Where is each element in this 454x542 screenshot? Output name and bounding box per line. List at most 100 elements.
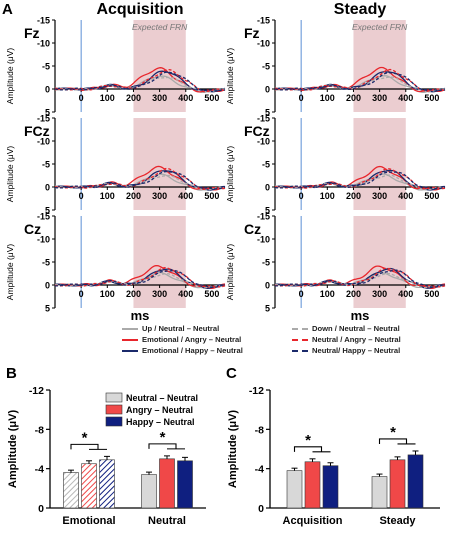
x-tick-label: 100: [100, 191, 115, 201]
erp-waveform: [274, 171, 446, 190]
frn-window: [133, 216, 186, 308]
panel-letter-a: A: [2, 1, 13, 18]
category-label: Neutral: [148, 515, 186, 527]
significance-bracket: [293, 446, 323, 452]
x-tick-label: 0: [79, 191, 84, 201]
legend-item: Neutral/ Happy – Neutral: [292, 345, 400, 356]
x-tick-label: 100: [100, 93, 115, 103]
y-tick-label: -12: [249, 385, 264, 397]
bar: [177, 460, 193, 509]
y-axis-title: Amplitude (μV): [225, 48, 235, 105]
y-axis-title: Amplitude (μV): [5, 146, 15, 203]
x-tick-label: 400: [398, 93, 413, 103]
x-tick-label: 200: [346, 93, 361, 103]
y-tick-label: 5: [45, 108, 50, 118]
y-tick-label: -5: [262, 62, 270, 72]
legend-label: Emotional / Angry – Neutral: [142, 335, 242, 344]
x-tick-label: 200: [126, 289, 141, 299]
legend-item: Emotional / Angry – Neutral: [122, 334, 241, 345]
y-tick-label: -10: [37, 39, 50, 49]
bar: [407, 454, 424, 509]
y-tick-label: 0: [45, 281, 50, 291]
significance-star: *: [390, 424, 396, 441]
y-tick-label: -5: [42, 160, 50, 170]
y-tick-label: -5: [42, 62, 50, 72]
erp-waveform: [54, 76, 226, 93]
x-tick-label: 200: [126, 93, 141, 103]
x-tick-label: 400: [178, 191, 193, 201]
x-tick-label: 300: [372, 191, 387, 201]
significance-bracket: [148, 443, 177, 449]
y-tick-label: -10: [257, 137, 270, 147]
x-tick-label: 500: [424, 93, 439, 103]
y-axis-title: Amplitude (μV): [225, 146, 235, 203]
legend-item: Neutral / Angry – Neutral: [292, 334, 401, 345]
y-tick-label: -15: [257, 114, 270, 124]
electrode-label: Cz: [24, 221, 41, 237]
frn-window-label: Expected FRN: [352, 22, 408, 32]
erp-waveform: [54, 170, 226, 190]
x-tick-label: 200: [126, 191, 141, 201]
electrode-label: Cz: [244, 221, 261, 237]
x-tick-label: 300: [152, 289, 167, 299]
erp-waveform: [55, 270, 226, 288]
frn-window: [353, 20, 406, 112]
significance-star: *: [305, 432, 311, 449]
legend-swatch: [122, 349, 138, 352]
y-tick-label: 0: [265, 281, 270, 291]
y-tick-label: -15: [37, 212, 50, 222]
bar-legend-label: Neutral – Neutral: [126, 393, 198, 403]
x-tick-label: 0: [79, 93, 84, 103]
erp-waveform: [274, 271, 446, 289]
bar: [389, 459, 406, 509]
bar-panels: B -12 -8 -4 0 Amplitude (μV) Emotional * Neutral…: [6, 365, 440, 527]
electrode-label: FCz: [24, 123, 50, 139]
x-tick-label: 300: [152, 191, 167, 201]
erp-waveform: [274, 72, 446, 92]
erp-waveform: [275, 269, 446, 288]
legend-label: Down / Neutral – Neutral: [312, 324, 400, 333]
y-tick-label: -5: [42, 258, 50, 268]
y-tick-label: 0: [265, 183, 270, 193]
y-tick-label: -10: [257, 39, 270, 49]
y-tick-label: 5: [45, 304, 50, 314]
category-label: Emotional: [62, 515, 115, 527]
y-axis-title: Amplitude (μV): [5, 244, 15, 301]
bar: [63, 472, 79, 509]
legend-label: Up / Neutral – Neutral: [142, 324, 220, 333]
x-tick-label: 200: [346, 191, 361, 201]
frn-window: [133, 20, 186, 112]
x-axis-label-steady: ms: [351, 308, 370, 323]
frn-window: [353, 216, 406, 308]
y-tick-label: -10: [37, 137, 50, 147]
y-tick-label: -5: [262, 258, 270, 268]
erp-waveform: [274, 66, 446, 93]
x-tick-label: 0: [79, 289, 84, 299]
legend-label: Emotional / Happy – Neutral: [142, 346, 243, 355]
legend-swatch: [122, 327, 138, 330]
x-tick-label: 400: [398, 289, 413, 299]
bar-legend-swatch: [105, 392, 123, 403]
erp-waveform: [54, 165, 226, 191]
y-tick-label: -4: [255, 464, 264, 476]
y-tick-label: -8: [255, 424, 264, 436]
x-tick-label: 300: [372, 289, 387, 299]
y-tick-label: -8: [35, 424, 44, 436]
y-tick-label: 0: [265, 85, 270, 95]
x-tick-label: 400: [178, 289, 193, 299]
x-tick-label: 100: [320, 191, 335, 201]
x-tick-label: 500: [204, 93, 219, 103]
erp-waveform: [274, 76, 446, 93]
erp-waveform: [54, 271, 226, 289]
bar-legend-label: Angry – Neutral: [126, 405, 193, 415]
x-tick-label: 500: [424, 191, 439, 201]
y-tick-label: -15: [37, 16, 50, 26]
x-tick-label: 300: [372, 93, 387, 103]
panel-letter: B: [6, 365, 17, 382]
